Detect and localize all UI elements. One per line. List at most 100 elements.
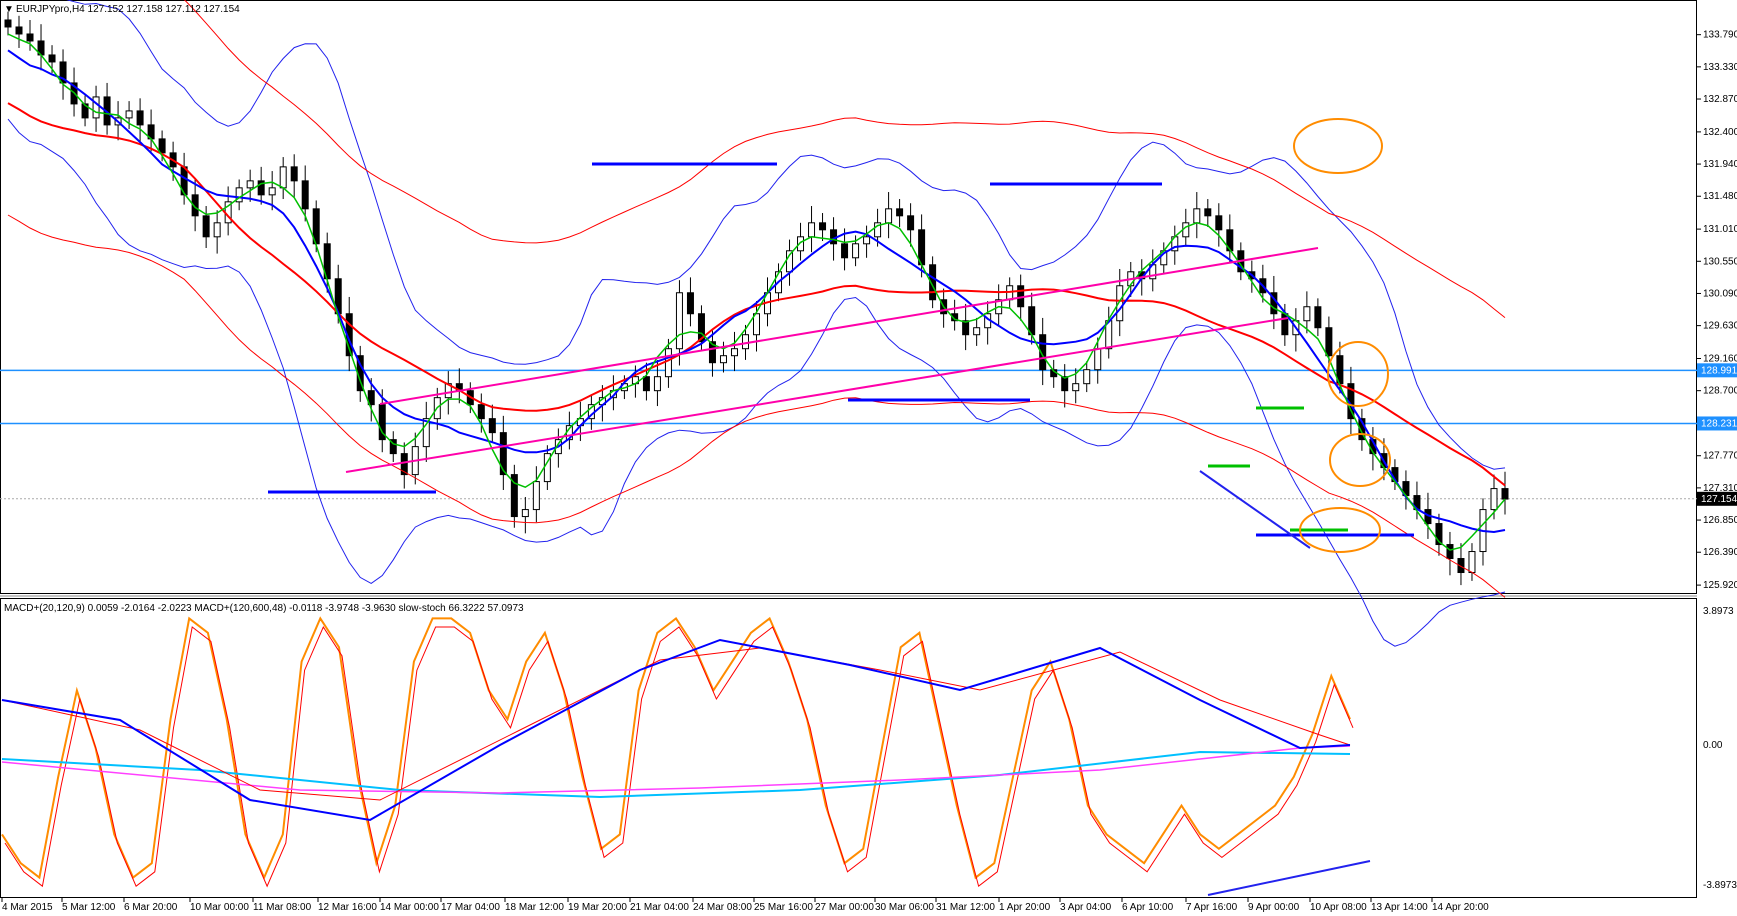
candle-body[interactable]	[697, 313, 705, 343]
y-tick-label: 129.630	[1703, 321, 1737, 332]
candle-body[interactable]	[499, 432, 507, 476]
drawn-trendline[interactable]	[1199, 470, 1311, 549]
candle-body[interactable]	[59, 61, 67, 84]
candle-body[interactable]	[521, 509, 529, 518]
candle-body[interactable]	[1446, 544, 1454, 560]
y-tick-label: 128.700	[1703, 386, 1737, 397]
candle-body[interactable]	[81, 103, 89, 119]
candle-body[interactable]	[719, 355, 727, 364]
annotation-circle[interactable]	[1329, 433, 1391, 487]
annotation-circle[interactable]	[1293, 118, 1383, 174]
candle-body[interactable]	[642, 376, 650, 392]
candle-body[interactable]	[664, 348, 672, 378]
x-tick-label: 10 Mar 00:00	[190, 902, 249, 913]
candle-body[interactable]	[422, 418, 430, 448]
candle-body[interactable]	[1193, 208, 1201, 224]
candle-body[interactable]	[510, 474, 518, 518]
candle-body[interactable]	[1039, 334, 1047, 371]
candle-body[interactable]	[202, 215, 210, 238]
candle-body[interactable]	[532, 481, 540, 511]
candle-body[interactable]	[367, 390, 375, 406]
candle-body[interactable]	[808, 222, 816, 238]
candle-body[interactable]	[1204, 208, 1212, 217]
candle-body[interactable]	[389, 439, 397, 455]
candle-body[interactable]	[686, 292, 694, 315]
candle-body[interactable]	[378, 404, 386, 441]
candle-body[interactable]	[213, 222, 221, 238]
candle-body[interactable]	[301, 180, 309, 210]
candle-body[interactable]	[973, 327, 981, 336]
candle-body[interactable]	[4, 19, 12, 28]
candle-body[interactable]	[257, 180, 265, 196]
candle-body[interactable]	[136, 110, 144, 126]
candle-body[interactable]	[1435, 523, 1443, 546]
candle-body[interactable]	[819, 222, 827, 231]
divergence-trendline[interactable]	[1207, 860, 1371, 896]
candle-body[interactable]	[191, 194, 199, 217]
candle-body[interactable]	[896, 208, 904, 217]
candle-body[interactable]	[26, 33, 34, 42]
candle-body[interactable]	[400, 453, 408, 476]
candle-body[interactable]	[841, 243, 849, 259]
candle-body[interactable]	[1072, 383, 1080, 392]
candle-body[interactable]	[929, 264, 937, 301]
candle-body[interactable]	[1303, 306, 1311, 322]
candle-body[interactable]	[1094, 348, 1102, 371]
candle-body[interactable]	[268, 187, 276, 196]
candle-body[interactable]	[1325, 327, 1333, 357]
ma-green-line	[7, 33, 1506, 551]
candle-body[interactable]	[741, 334, 749, 350]
x-tick-label: 14 Mar 00:00	[380, 902, 439, 913]
candle-body[interactable]	[675, 292, 683, 350]
annotation-circle[interactable]	[1299, 507, 1381, 553]
candle-body[interactable]	[874, 222, 882, 238]
x-tick-label: 25 Mar 16:00	[754, 902, 813, 913]
macd-main-line	[1, 638, 1351, 822]
annotation-circle[interactable]	[1327, 341, 1389, 407]
candle-body[interactable]	[290, 166, 298, 182]
price-panel[interactable]	[0, 0, 1697, 594]
x-tick-label: 31 Mar 12:00	[936, 902, 995, 913]
indicator-panel[interactable]	[0, 598, 1697, 898]
candle-body[interactable]	[1083, 369, 1091, 385]
candle-body[interactable]	[951, 313, 959, 322]
candle-body[interactable]	[246, 180, 254, 189]
drawn-trendline[interactable]	[345, 317, 1289, 473]
candle-body[interactable]	[1061, 376, 1069, 392]
drawn-trendline[interactable]	[379, 247, 1319, 405]
candle-body[interactable]	[1314, 306, 1322, 329]
candle-body[interactable]	[125, 110, 133, 119]
candle-body[interactable]	[279, 166, 287, 189]
indicator-y-tick-label: -3.8973	[1703, 880, 1737, 891]
stoch-line	[1, 616, 1351, 881]
dropdown-arrow-icon[interactable]: ▼	[4, 4, 14, 15]
candle-body[interactable]	[1457, 558, 1465, 574]
candle-body[interactable]	[1116, 285, 1124, 322]
candle-body[interactable]	[962, 320, 970, 336]
candle-body[interactable]	[1501, 488, 1509, 500]
candle-body[interactable]	[708, 341, 716, 364]
price-layer	[0, 0, 1697, 647]
candle-body[interactable]	[477, 404, 485, 420]
candle-body[interactable]	[158, 138, 166, 154]
candle-body[interactable]	[1215, 215, 1223, 231]
candle-body[interactable]	[885, 208, 893, 224]
x-tick-label: 19 Mar 20:00	[568, 902, 627, 913]
candle-body[interactable]	[48, 54, 56, 63]
candle-body[interactable]	[852, 243, 860, 259]
candle-body[interactable]	[1490, 488, 1498, 511]
candle-body[interactable]	[653, 376, 661, 392]
candle-body[interactable]	[1226, 229, 1234, 252]
candle-body[interactable]	[907, 215, 915, 231]
candle-body[interactable]	[1468, 551, 1476, 574]
candle-body[interactable]	[92, 96, 100, 119]
candle-body[interactable]	[863, 236, 871, 245]
candle-body[interactable]	[730, 348, 738, 357]
ma-blue-line	[7, 49, 1506, 534]
candle-body[interactable]	[753, 313, 760, 336]
candle-body[interactable]	[797, 236, 805, 252]
x-tick-label: 17 Mar 04:00	[441, 902, 500, 913]
candle-body[interactable]	[488, 418, 496, 434]
candle-body[interactable]	[15, 26, 23, 35]
